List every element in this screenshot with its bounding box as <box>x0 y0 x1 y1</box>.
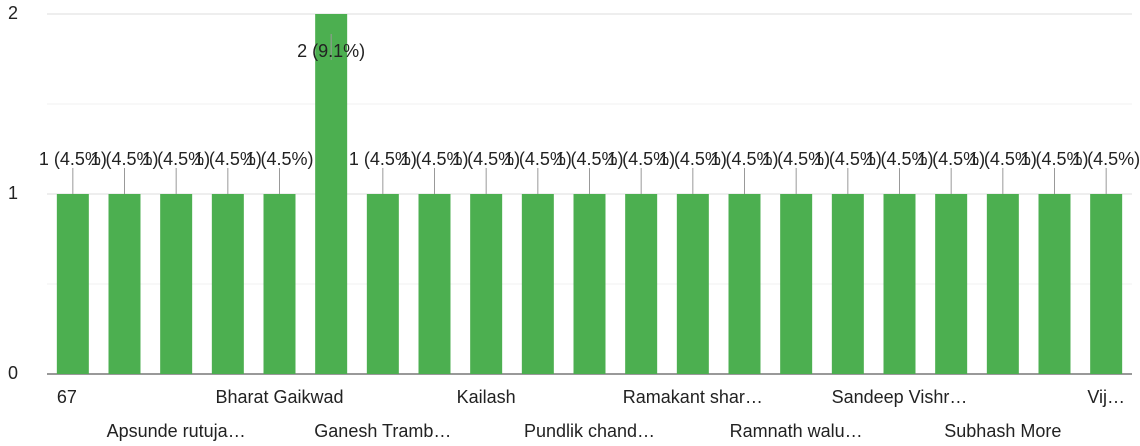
data-label: 1 (4.5%) <box>607 149 675 169</box>
data-label: 1 (4.5%) <box>142 149 210 169</box>
bar <box>160 194 193 374</box>
data-label: 1 (4.5%) <box>659 149 727 169</box>
bar <box>573 194 606 374</box>
bar <box>521 194 554 374</box>
bar <box>470 194 503 374</box>
bar <box>728 194 761 374</box>
data-label: 1 (4.5%) <box>400 149 468 169</box>
data-label: 1 (4.5%) <box>1020 149 1088 169</box>
bar <box>1038 194 1071 374</box>
data-label: 2 (9.1%) <box>297 41 365 61</box>
x-tick-label: Vij… <box>1087 387 1125 407</box>
x-tick-label: Pundlik chand… <box>524 421 655 441</box>
bar <box>883 194 916 374</box>
data-label: 1 (4.5%) <box>917 149 985 169</box>
bar <box>418 194 451 374</box>
data-label: 1 (4.5%) <box>762 149 830 169</box>
bar <box>1090 194 1123 374</box>
data-label: 1 (4.5%) <box>349 149 417 169</box>
x-tick-label: Sandeep Vishr… <box>832 387 968 407</box>
data-label: 1 (4.5%) <box>504 149 572 169</box>
x-tick-label: Ramnath walu… <box>730 421 863 441</box>
y-tick-label: 2 <box>8 3 18 23</box>
data-label: 1 (4.5%) <box>90 149 158 169</box>
x-tick-label: Bharat Gaikwad <box>215 387 343 407</box>
x-tick-label: Ganesh Tramb… <box>314 421 451 441</box>
bar <box>831 194 864 374</box>
x-tick-label: 67 <box>57 387 77 407</box>
bar <box>56 194 89 374</box>
data-label: 1 (4.5%) <box>814 149 882 169</box>
data-label: 1 (4.5%) <box>710 149 778 169</box>
y-tick-label: 1 <box>8 183 18 203</box>
data-label: 1 (4.5%) <box>194 149 262 169</box>
x-tick-label: Apsunde rutuja… <box>107 421 246 441</box>
bar <box>366 194 399 374</box>
bar <box>935 194 968 374</box>
x-tick-label: Ramakant shar… <box>623 387 763 407</box>
bar <box>625 194 658 374</box>
bar <box>676 194 709 374</box>
bar <box>315 14 348 374</box>
bar <box>986 194 1019 374</box>
data-label: 1 (4.5%) <box>452 149 520 169</box>
data-label: 1 (4.5%) <box>245 149 313 169</box>
data-label: 1 (4.5%) <box>865 149 933 169</box>
bar <box>108 194 141 374</box>
x-tick-label: Subhash More <box>944 421 1061 441</box>
x-tick-label: Kailash <box>457 387 516 407</box>
data-label: 1 (4.5%) <box>555 149 623 169</box>
bar <box>263 194 296 374</box>
bar <box>780 194 813 374</box>
bar <box>211 194 244 374</box>
data-label: 1 (4.5%) <box>969 149 1037 169</box>
y-tick-label: 0 <box>8 363 18 383</box>
data-label: 1 (4.5%) <box>39 149 107 169</box>
data-label: 1 (4.5%) <box>1072 149 1140 169</box>
